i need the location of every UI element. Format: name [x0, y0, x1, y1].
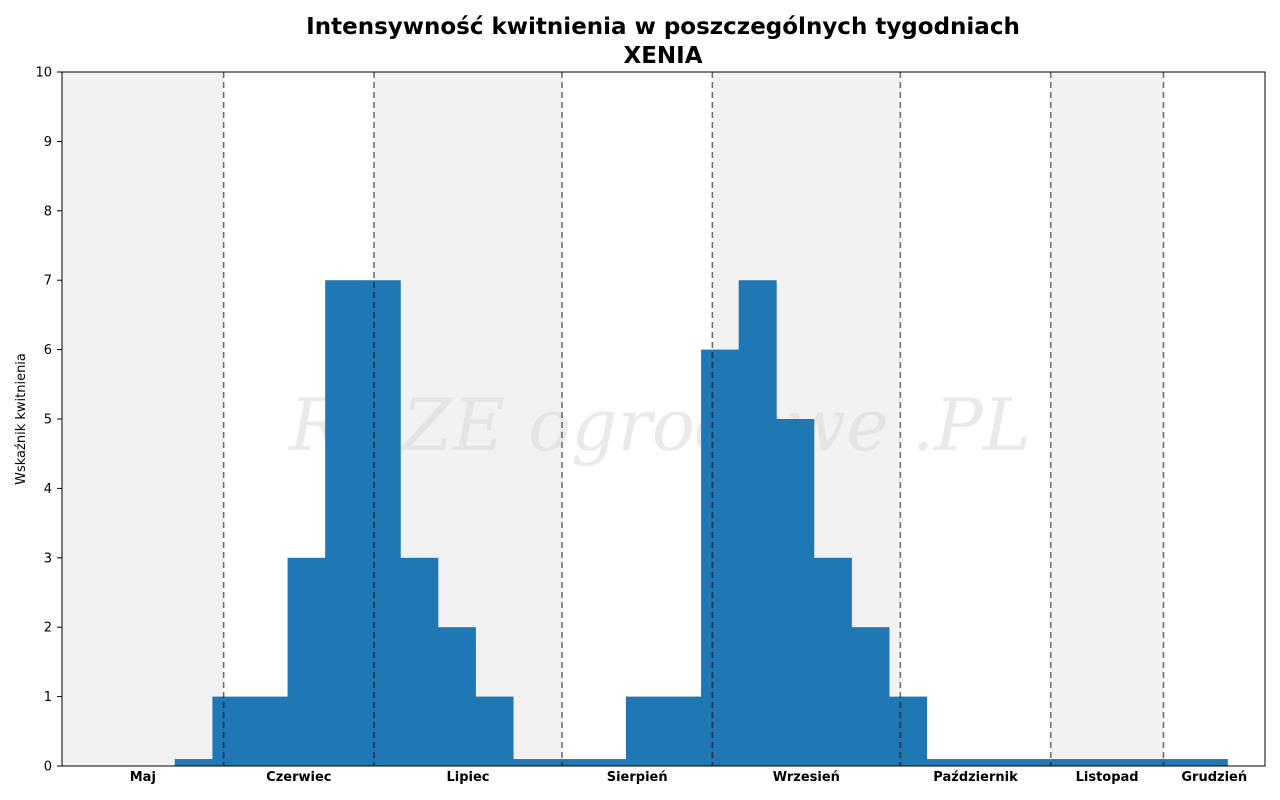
bar-week-21 — [174, 759, 213, 766]
month-label: Czerwiec — [266, 770, 331, 785]
bar-week-34 — [663, 696, 702, 766]
chart-title: Intensywność kwitnienia w poszczególnych… — [306, 14, 1020, 40]
y-tick-label: 0 — [44, 760, 52, 775]
bar-week-44 — [1039, 759, 1078, 766]
bar-week-46 — [1114, 759, 1153, 766]
bar-week-28 — [437, 627, 476, 766]
bar-week-27 — [400, 557, 439, 766]
bar-week-31 — [550, 759, 589, 766]
month-label: Maj — [130, 770, 156, 785]
watermark-text: ROZE ogrodowe .PL — [287, 383, 1031, 467]
y-tick-label: 7 — [44, 274, 52, 289]
bar-week-39 — [851, 627, 890, 766]
month-shade-0 — [62, 72, 224, 766]
month-shade-6 — [1050, 72, 1164, 766]
bar-week-29 — [475, 696, 514, 766]
bar-week-47 — [1152, 759, 1191, 766]
month-dividers — [222, 72, 1165, 766]
month-label: Grudzień — [1181, 770, 1247, 785]
y-tick-label: 4 — [44, 482, 52, 497]
bar-week-22 — [212, 696, 251, 766]
y-tick-label: 8 — [44, 204, 52, 219]
month-label: Sierpień — [607, 770, 668, 785]
y-axis-ticks: 0 1 2 3 4 5 6 7 8 9 10 — [35, 66, 62, 775]
y-tick-label: 9 — [44, 135, 52, 150]
bar-week-36 — [738, 280, 777, 766]
bar-week-35 — [701, 349, 740, 766]
bar-week-37 — [776, 419, 815, 766]
bar-week-45 — [1077, 759, 1116, 766]
x-axis-month-labels: Maj Czerwiec Lipiec Sierpień Wrzesień Paździe… — [130, 770, 1247, 785]
bar-week-48 — [1189, 759, 1228, 766]
y-tick-label: 1 — [44, 690, 52, 705]
chart-subtitle: XENIA — [623, 43, 702, 69]
bar-week-33 — [625, 696, 664, 766]
bar-week-32 — [588, 759, 627, 766]
watermark: ROZE ogrodowe .PL — [287, 383, 1031, 467]
month-shading — [62, 72, 1164, 766]
bar-week-26 — [362, 280, 401, 766]
bar-week-23 — [249, 696, 288, 766]
bars — [174, 280, 1228, 766]
y-tick-label: 3 — [44, 551, 52, 566]
y-tick-label: 10 — [35, 66, 52, 81]
month-label: Październik — [933, 770, 1018, 785]
y-axis-label: Wskaźnik kwitnienia — [14, 353, 29, 485]
y-tick-label: 2 — [44, 621, 52, 636]
bar-week-43 — [1001, 759, 1040, 766]
bar-week-38 — [813, 557, 852, 766]
bar-week-41 — [926, 759, 965, 766]
bar-week-24 — [287, 557, 326, 766]
bar-week-40 — [889, 696, 928, 766]
bar-week-30 — [513, 759, 552, 766]
y-tick-label: 6 — [44, 343, 52, 358]
bar-week-42 — [964, 759, 1003, 766]
bar-week-25 — [325, 280, 364, 766]
y-tick-label: 5 — [44, 413, 52, 428]
month-label: Listopad — [1076, 770, 1139, 785]
month-label: Lipiec — [446, 770, 489, 785]
month-label: Wrzesień — [773, 770, 840, 785]
